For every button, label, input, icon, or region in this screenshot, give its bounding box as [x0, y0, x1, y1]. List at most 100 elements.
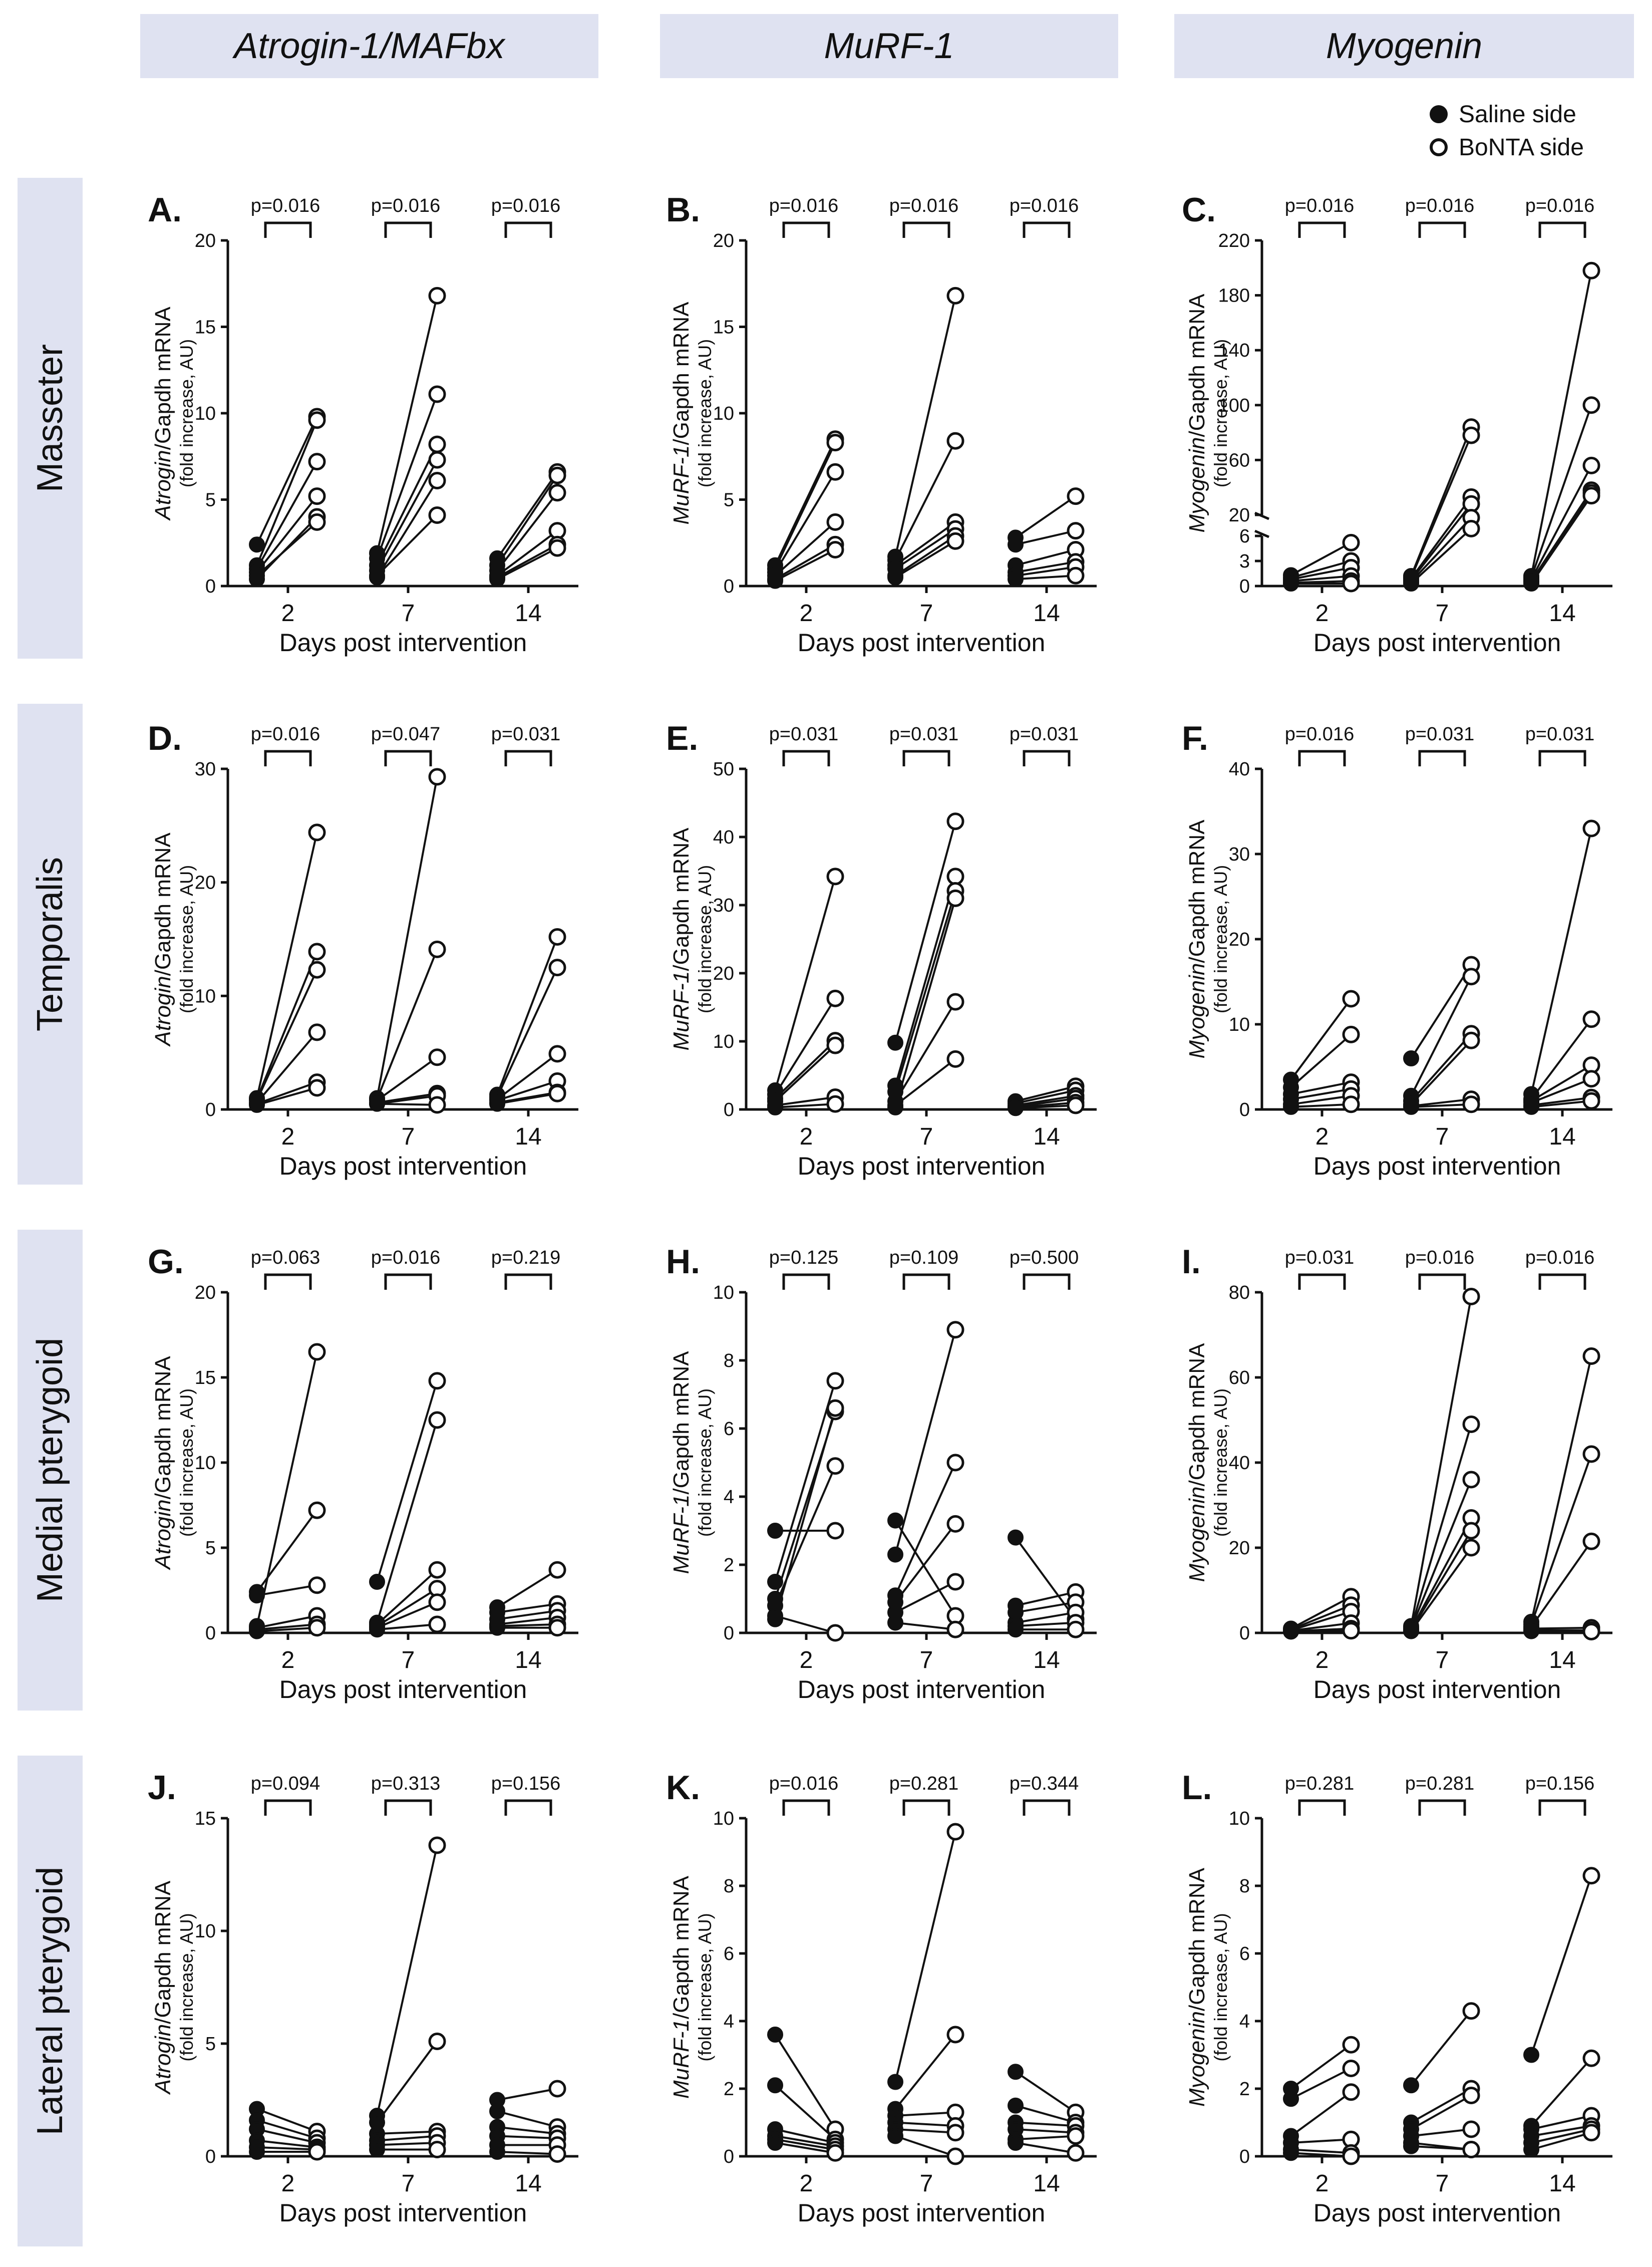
- pair-line: [775, 543, 836, 580]
- saline-point: [1523, 1098, 1539, 1115]
- y-tick-label: 15: [195, 1808, 216, 1829]
- botox-point: [308, 1343, 326, 1361]
- significance-bracket: [1023, 1799, 1071, 1816]
- pair-line: [894, 890, 956, 1092]
- pair-line: [775, 1103, 836, 1108]
- pair-line: [894, 535, 956, 577]
- pair-line: [1411, 2145, 1472, 2151]
- legend-item-saline: Saline side: [1430, 98, 1584, 131]
- pair-line: [1530, 828, 1592, 1094]
- pair-line: [1015, 2142, 1076, 2154]
- y-axis-label-rest: /Gapdh mRNA: [669, 1351, 694, 1495]
- pair-line: [1411, 2094, 1472, 2130]
- y-tick-label: 20: [1229, 1538, 1250, 1559]
- y-tick-label: 15: [713, 317, 734, 338]
- y-tick-label: 20: [1229, 929, 1250, 950]
- pair-line: [496, 1053, 558, 1100]
- pair-line: [1290, 1622, 1352, 1632]
- y-axis-sublabel: (fold increase, AU): [1210, 865, 1231, 1013]
- x-tick-label: 14: [1033, 1123, 1060, 1150]
- botox-point: [1342, 1622, 1360, 1640]
- saline-point: [767, 2027, 783, 2043]
- p-value-label: p=0.125: [769, 1247, 838, 1268]
- p-value-label: p=0.016: [1285, 724, 1354, 745]
- pair-line: [1410, 1039, 1472, 1105]
- botox-point: [946, 1454, 964, 1472]
- pair-line: [894, 876, 956, 1086]
- y-tick-label: 6: [1239, 526, 1250, 547]
- saline-point: [369, 2141, 385, 2158]
- pair-line: [894, 528, 956, 570]
- pair-line: [1290, 2148, 1352, 2154]
- botox-point: [1582, 2124, 1600, 2142]
- panel-label: G.: [148, 1243, 184, 1281]
- pair-line: [497, 543, 558, 579]
- p-value-label: p=0.016: [251, 724, 320, 745]
- pair-line: [1290, 1604, 1352, 1631]
- pair-line: [497, 2135, 558, 2139]
- botox-point: [826, 1095, 844, 1113]
- pair-line: [895, 2111, 956, 2117]
- y-tick-label: 0: [724, 576, 734, 597]
- p-value-label: p=0.016: [1285, 195, 1354, 216]
- y-axis-label-rest: /Gapdh mRNA: [151, 832, 175, 976]
- x-tick-label: 7: [1436, 1123, 1449, 1150]
- saline-point: [887, 1034, 903, 1051]
- pair-line: [1411, 2128, 1472, 2137]
- x-axis-label: Days post intervention: [798, 629, 1046, 657]
- y-tick-label: 0: [724, 2146, 734, 2167]
- p-value-label: p=0.031: [1285, 1247, 1354, 1268]
- pair-line: [1530, 1064, 1592, 1102]
- saline-point: [369, 1095, 385, 1112]
- p-value-label: p=0.500: [1010, 1247, 1079, 1268]
- pair-line: [376, 295, 438, 553]
- saline-point: [249, 1096, 265, 1113]
- pair-line: [256, 1584, 317, 1597]
- y-axis-label-rest: /Gapdh mRNA: [669, 827, 694, 971]
- botox-point: [1067, 1096, 1085, 1114]
- significance-bracket: [1538, 1799, 1586, 1816]
- pair-line: [1410, 503, 1472, 581]
- y-axis-label-rest: /Gapdh mRNA: [151, 1356, 175, 1500]
- botox-point: [548, 1561, 566, 1579]
- pair-line: [894, 1058, 956, 1106]
- pair-line: [256, 2119, 317, 2139]
- botox-point: [946, 532, 964, 550]
- p-value-label: p=0.047: [371, 724, 440, 745]
- saline-point: [1403, 576, 1419, 592]
- botox-point: [946, 2026, 964, 2044]
- botox-point: [826, 1036, 844, 1054]
- botox-point: [308, 823, 326, 841]
- pair-line: [1531, 2128, 1592, 2144]
- pair-line: [1290, 1103, 1352, 1108]
- botox-point: [1582, 1445, 1600, 1463]
- x-tick-label: 2: [800, 2170, 813, 2197]
- botox-point: [1342, 990, 1360, 1008]
- botox-point: [1582, 1622, 1600, 1640]
- y-tick-label: 30: [713, 895, 734, 916]
- y-axis-sublabel: (fold increase, AU): [695, 339, 715, 487]
- p-value-label: p=0.016: [769, 1773, 838, 1794]
- pair-line: [1015, 1101, 1076, 1108]
- pair-line: [496, 471, 558, 559]
- botox-point: [428, 2033, 446, 2050]
- pair-line: [376, 1380, 438, 1582]
- pair-line: [894, 540, 956, 579]
- pair-line: [256, 2139, 317, 2148]
- y-tick-label: 3: [1239, 551, 1250, 572]
- significance-bracket: [1418, 750, 1466, 766]
- y-tick-label: 5: [205, 1538, 216, 1559]
- botox-point: [428, 1561, 446, 1579]
- pair-line: [1530, 405, 1592, 578]
- y-axis-label-gene: Myogenin: [1185, 2011, 1209, 2107]
- p-value-label: p=0.344: [1010, 1773, 1079, 1794]
- y-tick-label: 40: [713, 827, 734, 848]
- p-value-label: p=0.016: [1405, 195, 1474, 216]
- pair-line: [1290, 575, 1352, 582]
- x-axis-label: Days post intervention: [1313, 1152, 1561, 1180]
- significance-bracket: [782, 221, 830, 238]
- pair-line: [894, 1001, 956, 1102]
- saline-point: [1403, 2077, 1419, 2094]
